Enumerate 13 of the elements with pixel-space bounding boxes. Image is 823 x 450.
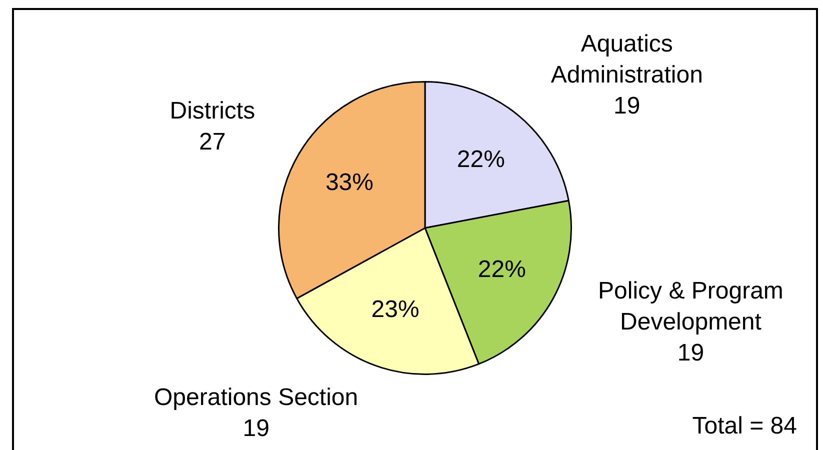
data-label: 22%: [456, 146, 505, 174]
text: 27: [199, 128, 226, 156]
slice-label: Policy & Program Development: [598, 278, 784, 336]
text: 19: [614, 92, 640, 120]
slice-label: Districts: [170, 98, 256, 125]
slice-label: Aquatics Administration: [550, 30, 703, 88]
data-label: 23%: [371, 296, 420, 324]
data-label: 33%: [325, 168, 374, 196]
data-label: 22%: [478, 256, 526, 283]
text: 19: [677, 340, 704, 367]
text: Total = 84: [692, 412, 797, 440]
slice-label: Operations Section: [154, 384, 358, 411]
text: 19: [242, 414, 270, 442]
